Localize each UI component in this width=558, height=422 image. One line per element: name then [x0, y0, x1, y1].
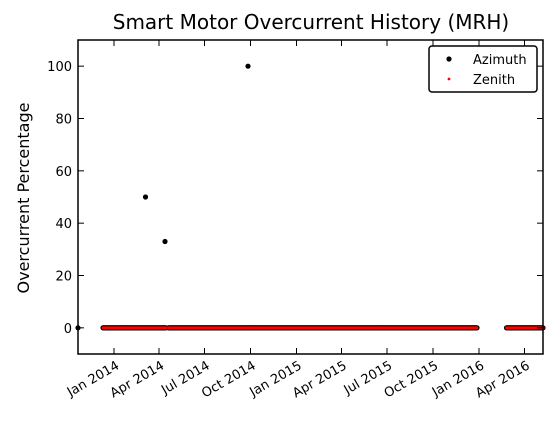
- plot-area: [75, 63, 546, 331]
- y-axis: 0 20 40 60 80 100: [47, 60, 543, 337]
- y-tick-label: 20: [55, 270, 72, 285]
- y-tick-label: 60: [55, 165, 72, 180]
- data-point-azimuth: [142, 194, 149, 200]
- series-zenith: [101, 326, 545, 330]
- y-tick-label: 40: [55, 217, 72, 232]
- legend-label-azimuth: Azimuth: [473, 53, 527, 68]
- data-point-azimuth: [162, 238, 168, 245]
- data-point-zenith: [475, 326, 479, 330]
- legend-marker-zenith: [447, 77, 451, 81]
- legend-label-zenith: Zenith: [473, 73, 515, 88]
- data-point-zenith: [164, 326, 168, 330]
- series-azimuth: [75, 63, 546, 331]
- data-point-azimuth: [245, 63, 251, 69]
- y-tick-label: 80: [55, 113, 72, 128]
- plot-frame: [77, 39, 544, 355]
- legend-box: [428, 45, 538, 93]
- y-tick-label: 100: [47, 60, 72, 75]
- chart-title: Smart Motor Overcurrent History (MRH): [113, 10, 509, 34]
- y-axis-label: Overcurrent Percentage: [14, 103, 33, 294]
- y-tick-label: 0: [64, 322, 72, 337]
- legend: Azimuth Zenith: [428, 45, 538, 93]
- legend-marker-azimuth: [446, 56, 452, 62]
